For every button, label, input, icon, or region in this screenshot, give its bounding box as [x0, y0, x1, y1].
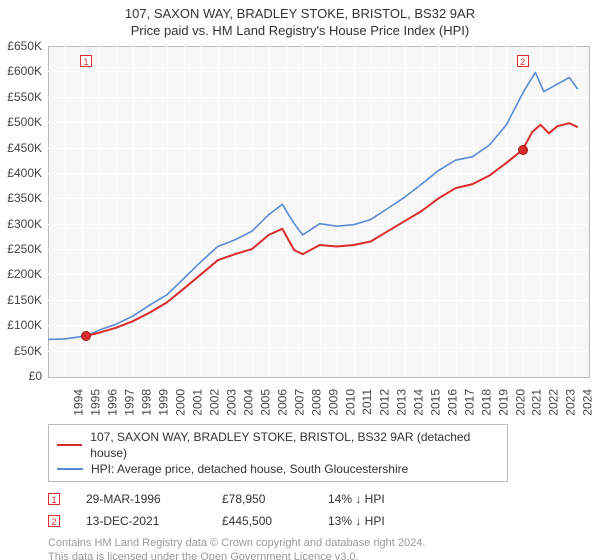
sale-marker-label: 2 — [517, 55, 529, 67]
x-tick-label: 2011 — [359, 389, 373, 415]
legend-swatch — [57, 468, 83, 470]
price-chart: £0£50K£100K£150K£200K£250K£300K£350K£400… — [0, 42, 600, 422]
sale-diff: 13% ↓ HPI — [328, 510, 428, 532]
x-tick-label: 2000 — [174, 389, 188, 416]
series-price_paid — [86, 123, 578, 336]
x-tick-label: 2003 — [225, 389, 239, 416]
sale-badge: 1 — [48, 493, 60, 505]
series-hpi — [48, 72, 578, 339]
x-tick-label: 1997 — [123, 389, 137, 416]
x-tick-label: 2004 — [242, 389, 256, 416]
legend-label: HPI: Average price, detached house, Sout… — [91, 461, 408, 477]
x-tick-label: 2012 — [377, 389, 391, 416]
legend: 107, SAXON WAY, BRADLEY STOKE, BRISTOL, … — [48, 424, 508, 482]
x-tick-label: 2019 — [496, 389, 510, 416]
x-tick-label: 2022 — [547, 389, 561, 416]
sale-marker-dot — [81, 331, 91, 341]
x-tick-label: 2009 — [326, 389, 340, 416]
sale-marker-label: 1 — [80, 55, 92, 67]
x-tick-label: 1998 — [140, 389, 154, 416]
x-tick-label: 2006 — [275, 389, 289, 416]
footer-attribution: Contains HM Land Registry data © Crown c… — [48, 536, 590, 560]
series-lines — [0, 42, 590, 378]
sale-badge: 2 — [48, 515, 60, 527]
x-tick-label: 1999 — [157, 389, 171, 416]
legend-item: 107, SAXON WAY, BRADLEY STOKE, BRISTOL, … — [57, 429, 499, 461]
footer-line: Contains HM Land Registry data © Crown c… — [48, 536, 590, 550]
sale-price: £78,950 — [222, 488, 302, 510]
sale-row: 2 13-DEC-2021 £445,500 13% ↓ HPI — [48, 510, 590, 532]
title-subtitle: Price paid vs. HM Land Registry's House … — [0, 23, 600, 38]
sale-date: 13-DEC-2021 — [86, 510, 196, 532]
sales-table: 1 29-MAR-1996 £78,950 14% ↓ HPI 2 13-DEC-2021… — [48, 488, 590, 532]
x-tick-label: 2020 — [513, 389, 527, 416]
sale-price: £445,500 — [222, 510, 302, 532]
x-tick-label: 2010 — [343, 389, 357, 416]
footer-line: This data is licensed under the Open Gov… — [48, 550, 590, 560]
x-tick-label: 2023 — [564, 389, 578, 416]
x-tick-label: 2005 — [258, 389, 272, 416]
x-tick-label: 2014 — [411, 389, 425, 416]
x-tick-label: 2002 — [208, 389, 222, 416]
title-address: 107, SAXON WAY, BRADLEY STOKE, BRISTOL, … — [0, 6, 600, 21]
sale-row: 1 29-MAR-1996 £78,950 14% ↓ HPI — [48, 488, 590, 510]
x-tick-label: 2007 — [292, 389, 306, 416]
x-tick-label: 2015 — [428, 389, 442, 416]
x-tick-label: 2021 — [530, 389, 544, 416]
x-tick-label: 1996 — [106, 389, 120, 416]
x-tick-label: 2008 — [309, 389, 323, 416]
x-tick-label: 2017 — [462, 389, 476, 416]
legend-item: HPI: Average price, detached house, Sout… — [57, 461, 499, 477]
x-tick-label: 2013 — [394, 389, 408, 416]
sale-diff: 14% ↓ HPI — [328, 488, 428, 510]
sale-date: 29-MAR-1996 — [86, 488, 196, 510]
sale-marker-dot — [518, 145, 528, 155]
x-tick-label: 2016 — [445, 389, 459, 416]
legend-swatch — [57, 444, 82, 446]
x-tick-label: 2018 — [479, 389, 493, 416]
x-tick-label: 2024 — [581, 389, 595, 416]
x-tick-label: 1994 — [72, 389, 86, 416]
x-tick-label: 1995 — [89, 389, 103, 416]
x-tick-label: 2001 — [191, 389, 205, 416]
legend-label: 107, SAXON WAY, BRADLEY STOKE, BRISTOL, … — [90, 429, 499, 461]
